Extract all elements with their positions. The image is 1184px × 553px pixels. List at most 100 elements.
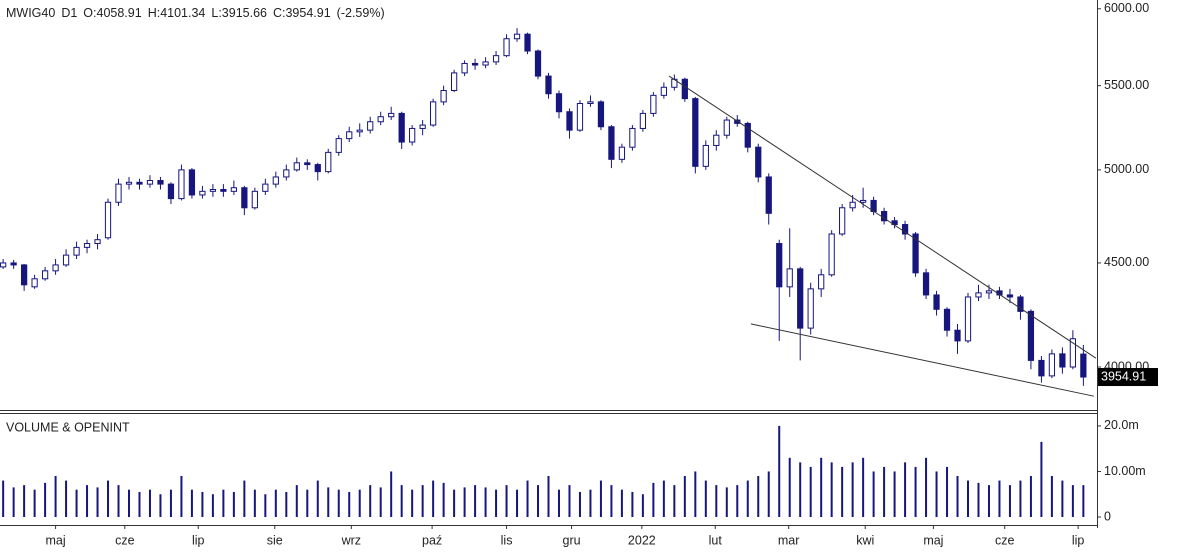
candle-body: [1069, 338, 1077, 368]
candle-body: [409, 127, 416, 143]
volume-bar: [925, 457, 928, 517]
y-tick-label: 5500.00: [1104, 78, 1149, 92]
header-item: (-2.59%): [337, 6, 385, 20]
candle-body: [650, 94, 657, 114]
candle-body: [241, 187, 248, 209]
volume-bar: [704, 480, 707, 517]
volume-bar: [557, 489, 560, 517]
volume-bar: [620, 489, 623, 517]
volume-bar: [274, 489, 277, 517]
x-tick-label: cze: [115, 533, 135, 547]
candle-body: [1038, 359, 1045, 377]
volume-bar: [610, 485, 613, 517]
candle-body: [1027, 310, 1035, 361]
volume-title: VOLUME & OPENINT: [6, 420, 130, 434]
candle-body: [220, 189, 227, 192]
candle-body: [167, 183, 175, 200]
candle-body: [985, 290, 993, 294]
candle-body: [702, 144, 709, 167]
volume-bar: [694, 471, 697, 517]
candle-body: [482, 61, 489, 66]
candle-body: [230, 187, 237, 192]
volume-bar: [516, 489, 519, 517]
volume-bar: [201, 491, 204, 517]
volume-bar: [148, 489, 151, 517]
candle-body: [398, 112, 405, 143]
x-tick-label: 2022: [628, 533, 656, 547]
candle-body: [524, 33, 531, 52]
trend-line: [668, 75, 1097, 359]
volume-bar: [987, 485, 990, 517]
volume-bar: [883, 466, 886, 517]
candle-body: [776, 243, 783, 288]
candle-body: [83, 243, 91, 248]
candle-body: [933, 294, 940, 310]
candle-body: [450, 72, 458, 91]
x-tick-label: lis: [501, 533, 513, 547]
header-item: C:3954.91: [273, 6, 331, 20]
volume-bar: [432, 480, 435, 517]
candle-body: [503, 38, 510, 57]
volume-bar: [662, 480, 665, 517]
volume-bar: [893, 471, 896, 517]
candle-body: [293, 162, 300, 171]
candle-body: [786, 268, 793, 288]
volume-bar: [442, 482, 445, 517]
candle-body: [723, 119, 730, 136]
candle-body: [178, 169, 185, 200]
volume-bar: [159, 494, 162, 517]
candle-body: [534, 50, 542, 77]
y-tick-label: 5000.00: [1104, 162, 1149, 176]
volume-bar: [956, 476, 959, 517]
candle-body: [744, 122, 751, 148]
candle-body: [335, 138, 342, 153]
volume-bar: [872, 471, 875, 517]
candle-body: [419, 124, 426, 129]
candle-body: [566, 111, 573, 131]
header-item: H:4101.34: [148, 6, 206, 20]
volume-bar: [463, 487, 466, 517]
volume-bar: [1071, 485, 1074, 517]
volume-bar: [295, 485, 298, 517]
volume-bar: [1008, 485, 1011, 517]
candle-body: [818, 274, 825, 290]
volume-bar: [411, 489, 414, 517]
volume-bar: [495, 489, 498, 517]
candle-body: [912, 233, 919, 274]
candle-body: [1017, 296, 1024, 312]
volume-bar: [138, 491, 141, 517]
volume-bar: [86, 485, 89, 517]
candle-body: [681, 78, 688, 100]
candle-body: [125, 181, 133, 185]
volume-bar: [1040, 441, 1043, 517]
volume-bar: [379, 487, 382, 517]
candle-body: [828, 233, 835, 276]
x-tick-label: lut: [709, 533, 723, 547]
candle-body: [587, 101, 594, 105]
candle-body: [356, 129, 363, 133]
candle-body: [765, 176, 772, 214]
volume-bar: [641, 494, 644, 517]
candle-body: [1048, 353, 1056, 377]
volume-bar: [1019, 480, 1022, 517]
candle-body: [849, 201, 856, 209]
volume-bar: [107, 480, 110, 517]
candle-body: [272, 176, 279, 185]
candle-body: [608, 126, 615, 160]
header-item: O:4058.91: [83, 6, 141, 20]
candle-body: [73, 246, 80, 256]
volume-bar: [75, 489, 78, 517]
volume-bar: [1029, 476, 1032, 517]
volume-bar: [998, 480, 1001, 517]
volume-bar: [484, 487, 487, 517]
volume-bar: [180, 476, 183, 517]
volume-bar: [12, 487, 15, 517]
candle-body: [388, 112, 395, 118]
trend-line: [750, 323, 1094, 397]
y-tick-label: 6000.00: [1104, 1, 1149, 15]
volume-bar: [232, 491, 235, 517]
volume-bar: [757, 476, 760, 517]
candle-body: [660, 86, 667, 96]
volume-bar: [190, 489, 193, 517]
volume-bar: [547, 476, 550, 517]
